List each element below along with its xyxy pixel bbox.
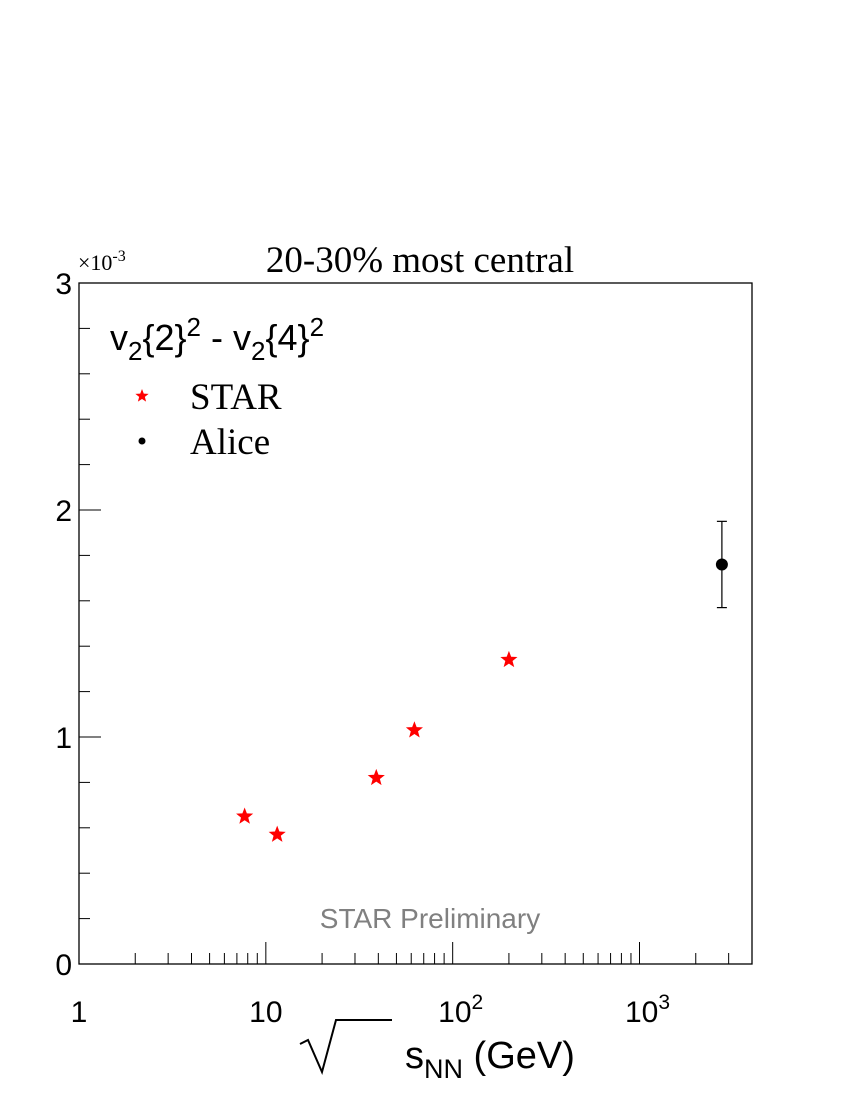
y-multiplier-label: ×10-3 bbox=[78, 248, 126, 275]
x-axis-label: sNN (GeV) bbox=[405, 1035, 575, 1084]
x-tick-label: 103 bbox=[625, 991, 670, 1029]
x-tick-label: 102 bbox=[438, 991, 483, 1029]
data-point-star bbox=[405, 721, 423, 738]
legend-marker-star bbox=[135, 389, 149, 402]
y-tick-label: 1 bbox=[55, 722, 72, 755]
data-point-star bbox=[500, 650, 518, 668]
data-point-star bbox=[367, 768, 385, 786]
legend-marker-circle bbox=[138, 437, 146, 445]
data-point-star bbox=[268, 825, 286, 842]
x-tick-label: 10 bbox=[249, 996, 282, 1029]
legend-label: STAR bbox=[190, 377, 282, 418]
plot-frame-group bbox=[78, 282, 753, 965]
y-tick-label: 3 bbox=[55, 268, 72, 301]
tick-labels-group: 1 10 102 103 0 1 2 3 bbox=[55, 268, 670, 1029]
x-axis-sqrt-sign bbox=[299, 1019, 392, 1076]
legend-label: Alice bbox=[190, 422, 270, 463]
chart-title: 20-30% most central bbox=[266, 240, 574, 281]
data-point-star bbox=[236, 807, 254, 824]
data-point-circle bbox=[715, 558, 728, 571]
x-tick-label: 1 bbox=[71, 996, 88, 1029]
annotation-star-preliminary: STAR Preliminary bbox=[320, 903, 540, 934]
plot-frame bbox=[78, 282, 753, 965]
axis-ticks-group bbox=[78, 282, 753, 965]
y-tick-label: 0 bbox=[55, 949, 72, 982]
y-tick-label: 2 bbox=[55, 495, 72, 528]
legend-header: v2{2}2 - v2{4}2 bbox=[110, 312, 324, 366]
data-points-group bbox=[236, 520, 728, 842]
